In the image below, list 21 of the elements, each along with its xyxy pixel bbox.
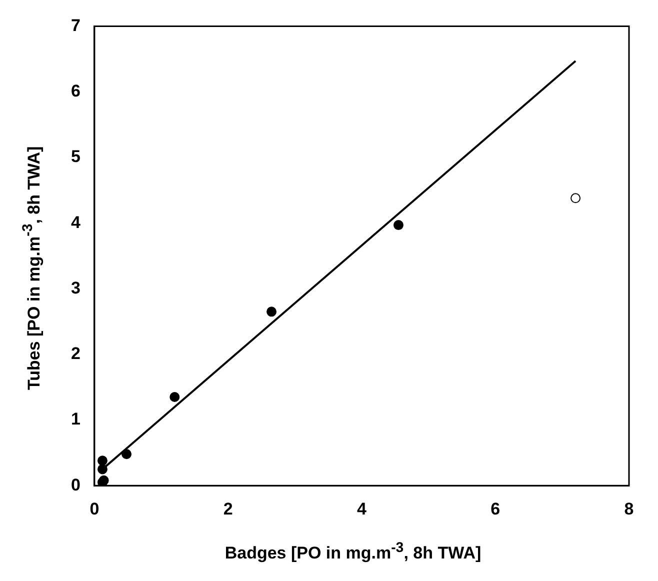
x-tick-label: 6 — [490, 499, 500, 518]
point — [570, 193, 581, 204]
point — [97, 456, 108, 466]
y-tick-label: 7 — [70, 16, 80, 35]
x-tick-label: 0 — [90, 499, 100, 518]
y-tick-label: 2 — [70, 344, 80, 364]
y-tick-label: 0 — [70, 475, 80, 494]
x-axis-title: Badges [PO in mg.m$^{-3}$, 8h TWA] — [224, 540, 482, 564]
point — [122, 449, 132, 460]
x-tick-label: 2 — [223, 499, 233, 518]
point — [170, 392, 180, 402]
x-tick-label: 4 — [356, 499, 367, 518]
point — [266, 306, 277, 317]
point — [393, 220, 404, 230]
y-tick-label: 6 — [70, 82, 80, 101]
y-tick-label: 1 — [70, 410, 80, 429]
y-tick-label: 5 — [70, 147, 80, 166]
x-tick-label: 8 — [624, 499, 634, 518]
y-tick-label: 3 — [70, 278, 80, 298]
point — [97, 464, 108, 474]
y-tick-label: 4 — [70, 212, 81, 232]
